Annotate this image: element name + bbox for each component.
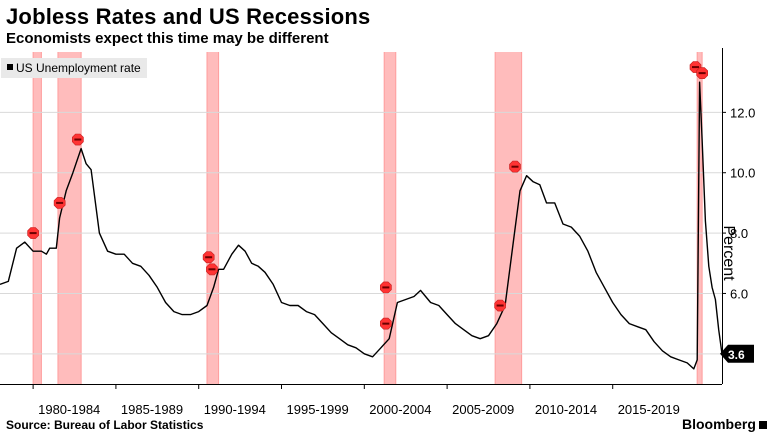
last-value-label: 3.6: [728, 348, 745, 362]
legend: US Unemployment rate: [1, 58, 147, 78]
chart-subtitle: Economists expect this time may be diffe…: [6, 30, 329, 47]
recession-marker-glyph: [382, 322, 390, 325]
recession-marker-glyph: [382, 286, 390, 289]
recession-band: [206, 52, 219, 384]
brand-logo: Bloomberg: [682, 416, 767, 432]
x-tick-label: 1995-1999: [287, 402, 349, 417]
recession-marker-glyph: [208, 268, 216, 271]
legend-box: [1, 58, 147, 78]
x-tick-label: 1985-1989: [121, 402, 183, 417]
recession-band: [495, 52, 522, 384]
x-tick-label: 2005-2009: [452, 402, 514, 417]
y-tick-label: 12.0: [730, 105, 755, 120]
x-tick-label: 1990-1994: [204, 402, 266, 417]
brand-name: Bloomberg: [682, 416, 756, 432]
brand-mark-icon: [758, 421, 767, 429]
y-tick-label: 8.0: [730, 226, 748, 241]
recession-bands: [32, 52, 703, 384]
x-tick-labels: 1980-1984 1985-1989 1990-1994 1995-1999 2000…: [38, 402, 680, 417]
recession-markers: [27, 61, 709, 330]
recession-marker-glyph: [496, 304, 504, 307]
chart-title: Jobless Rates and US Recessions: [6, 4, 371, 29]
recession-band: [384, 52, 396, 384]
grid-lines: [0, 111, 722, 355]
recession-marker-glyph: [56, 201, 64, 204]
last-value-tag: [720, 344, 754, 363]
x-tick-label: 1980-1984: [38, 402, 100, 417]
legend-label: US Unemployment rate: [16, 61, 141, 75]
recession-band: [33, 52, 42, 384]
x-tick-label: 2010-2014: [535, 402, 597, 417]
x-tick-label: 2000-2004: [369, 402, 431, 417]
recession-marker-glyph: [29, 232, 37, 235]
legend-swatch: [7, 64, 13, 70]
recession-band: [57, 52, 82, 384]
recession-marker-glyph: [74, 138, 82, 141]
recession-marker-glyph: [698, 72, 706, 75]
y-tick-label: 6.0: [730, 286, 748, 301]
recession-marker-glyph: [692, 66, 700, 69]
y-axis-label: Percent: [720, 225, 737, 281]
y-tick-label: 10.0: [730, 166, 755, 181]
source-note: Source: Bureau of Labor Statistics: [6, 418, 204, 432]
last-value-callout: 3.6: [720, 344, 754, 363]
recession-marker-glyph: [511, 165, 519, 168]
axes: [0, 48, 726, 389]
x-tick-label: 2015-2019: [618, 402, 680, 417]
recession-band: [697, 52, 703, 384]
series-line: [0, 81, 723, 370]
series-lines: [0, 81, 723, 370]
recession-marker-glyph: [205, 256, 213, 259]
